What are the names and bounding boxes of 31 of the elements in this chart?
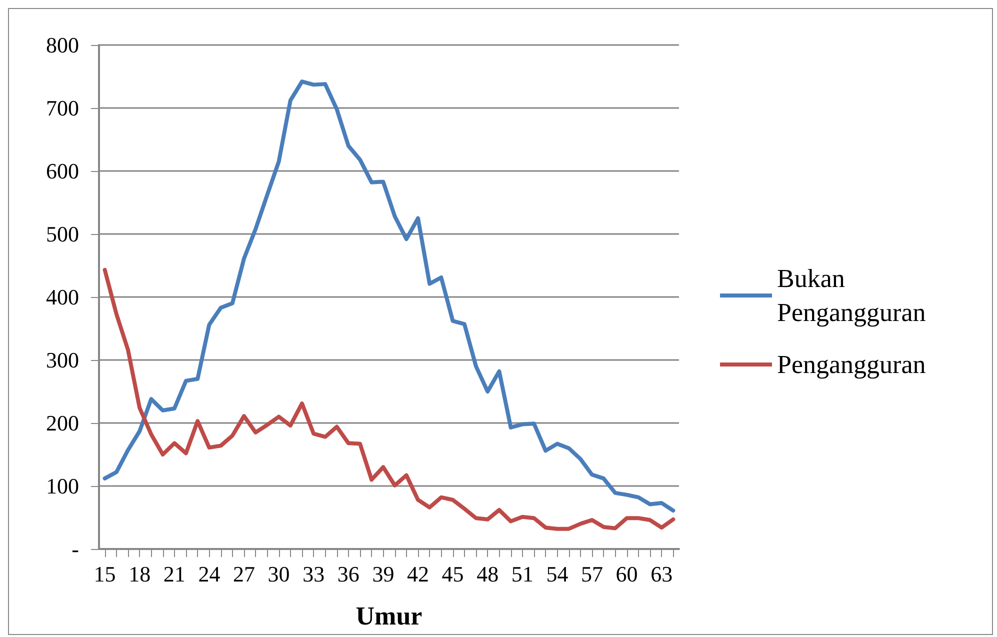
y-tick-label: 100: [46, 474, 79, 498]
x-tick-label: 18: [128, 562, 151, 586]
x-tick-label: 42: [407, 562, 429, 586]
y-tick-label: 700: [46, 96, 79, 120]
line-series: [102, 80, 676, 513]
x-tick-label: 21: [163, 562, 186, 586]
y-tick-label: 500: [46, 222, 79, 246]
y-tick-label: 300: [46, 348, 79, 372]
legend-label: Bukan Pengangguran: [777, 264, 926, 327]
y-tick-label: -: [72, 536, 79, 562]
x-tick-label: 63: [650, 562, 673, 586]
x-axis-title: Umur: [356, 602, 422, 630]
x-tick-label: 54: [546, 562, 568, 586]
y-tick-label: 600: [46, 158, 79, 184]
y-tick-label: 800: [46, 32, 79, 58]
x-tick-label: 15: [94, 562, 116, 586]
x-tick-label: 30: [268, 562, 290, 586]
x-tick-label: 48: [476, 562, 499, 586]
y-tick-label: 400: [46, 284, 79, 310]
y-tick-label: 200: [46, 410, 79, 436]
x-tick-label: 60: [616, 562, 638, 586]
x-tick-label: 57: [581, 562, 603, 586]
x-tick-label: 36: [337, 562, 360, 586]
x-tick-label: 39: [372, 562, 394, 586]
x-tick-label: 27: [233, 562, 255, 586]
x-tick-label: 45: [442, 562, 464, 586]
x-tick-label: 33: [302, 562, 325, 586]
x-tick-label: 24: [198, 562, 220, 586]
legend-label: Pengangguran: [777, 350, 926, 379]
line-series: [102, 268, 676, 531]
x-tick-label: 51: [511, 562, 534, 586]
